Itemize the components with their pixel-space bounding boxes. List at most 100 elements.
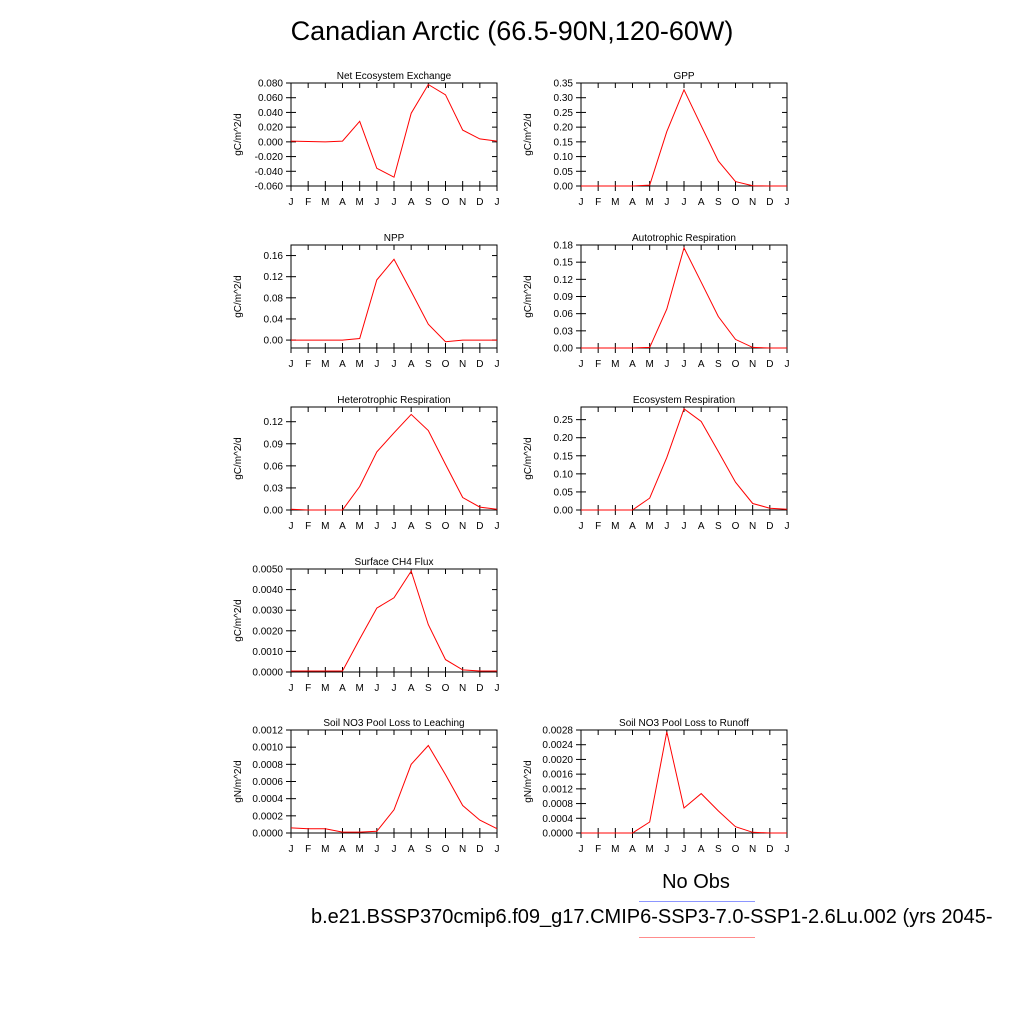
x-tick-label: J: [374, 844, 379, 855]
x-tick-label: D: [766, 197, 773, 208]
x-tick-label: N: [749, 844, 756, 855]
x-tick-label: O: [732, 844, 740, 855]
x-tick-label: J: [495, 359, 500, 370]
y-tick-label: 0.0000: [542, 829, 573, 840]
y-tick-label: 0.09: [554, 292, 574, 303]
x-tick-label: D: [766, 844, 773, 855]
x-tick-label: S: [715, 197, 722, 208]
x-tick-label: J: [495, 197, 500, 208]
chart-title: Surface CH4 Flux: [355, 557, 434, 568]
y-tick-label: 0.03: [264, 483, 284, 494]
data-line: [291, 258, 497, 343]
x-tick-label: M: [321, 683, 329, 694]
x-tick-label: J: [289, 197, 294, 208]
x-tick-label: D: [766, 521, 773, 532]
x-tick-label: D: [476, 521, 483, 532]
y-tick-label: 0.16: [264, 251, 284, 262]
x-tick-label: J: [374, 359, 379, 370]
chart-title: Soil NO3 Pool Loss to Leaching: [323, 718, 464, 729]
x-tick-label: J: [289, 683, 294, 694]
y-tick-label: 0.10: [554, 152, 574, 163]
x-tick-label: J: [664, 844, 669, 855]
x-tick-label: N: [749, 359, 756, 370]
x-tick-label: J: [785, 359, 790, 370]
y-axis-label: gC/m^2/d: [523, 437, 534, 480]
y-tick-label: 0.060: [258, 93, 283, 104]
x-tick-label: J: [374, 683, 379, 694]
data-line: [581, 88, 787, 187]
x-tick-label: A: [698, 844, 705, 855]
y-tick-label: 0.020: [258, 123, 283, 134]
y-axis-label: gC/m^2/d: [233, 599, 244, 642]
y-tick-label: 0.0010: [252, 647, 283, 658]
x-tick-label: M: [355, 683, 363, 694]
x-tick-label: J: [664, 359, 669, 370]
x-tick-label: M: [611, 521, 619, 532]
y-tick-label: 0.00: [554, 182, 574, 193]
y-tick-label: 0.0012: [252, 726, 283, 737]
y-tick-label: 0.0028: [542, 726, 573, 737]
x-tick-label: S: [715, 844, 722, 855]
x-tick-label: J: [392, 683, 397, 694]
x-tick-label: J: [495, 521, 500, 532]
data-line: [290, 744, 498, 833]
x-tick-label: M: [321, 197, 329, 208]
y-tick-label: 0.0020: [542, 755, 573, 766]
plot-frame: [290, 244, 498, 349]
y-tick-label: 0.0010: [252, 743, 283, 754]
x-tick-label: N: [459, 683, 466, 694]
y-tick-label: 0.0004: [252, 794, 283, 805]
x-tick-label: A: [339, 521, 346, 532]
x-tick-label: D: [476, 197, 483, 208]
x-tick-label: A: [629, 844, 636, 855]
x-tick-label: A: [408, 683, 415, 694]
data-line: [581, 246, 787, 349]
legend-obs-label: No Obs: [662, 871, 730, 893]
y-tick-label: 0.12: [264, 417, 284, 428]
x-tick-label: J: [495, 683, 500, 694]
x-tick-label: A: [408, 844, 415, 855]
x-tick-label: M: [355, 197, 363, 208]
y-tick-label: 0.30: [554, 93, 574, 104]
chart-title: Soil NO3 Pool Loss to Runoff: [619, 718, 749, 729]
y-axis-label: gN/m^2/d: [233, 760, 244, 803]
y-axis-label: gN/m^2/d: [523, 760, 534, 803]
x-tick-label: O: [732, 359, 740, 370]
data-line: [291, 569, 497, 672]
y-tick-label: 0.06: [264, 461, 284, 472]
x-tick-label: O: [442, 844, 450, 855]
y-tick-label: 0.0050: [252, 565, 283, 576]
plot-frame: [290, 568, 498, 673]
y-tick-label: 0.06: [554, 309, 574, 320]
y-tick-label: 0.10: [554, 469, 574, 480]
y-tick-label: 0.0000: [252, 829, 283, 840]
x-tick-label: A: [339, 683, 346, 694]
x-tick-label: M: [355, 844, 363, 855]
plot-frame: [290, 729, 498, 834]
legend-model-line: [639, 937, 755, 938]
x-tick-label: N: [459, 359, 466, 370]
x-tick-label: J: [682, 521, 687, 532]
y-tick-label: 0.15: [554, 258, 574, 269]
y-tick-label: 0.0006: [252, 777, 283, 788]
plot-frame: [290, 406, 498, 511]
x-tick-label: J: [785, 197, 790, 208]
x-tick-label: J: [289, 521, 294, 532]
x-tick-label: J: [579, 521, 584, 532]
y-tick-label: 0.00: [264, 506, 284, 517]
y-tick-label: 0.18: [554, 241, 574, 252]
x-tick-label: J: [392, 521, 397, 532]
y-tick-label: 0.0012: [542, 784, 573, 795]
x-tick-label: F: [595, 521, 601, 532]
x-tick-label: A: [339, 197, 346, 208]
x-tick-label: M: [611, 197, 619, 208]
y-tick-label: 0.0016: [542, 770, 573, 781]
y-tick-label: 0.12: [554, 275, 574, 286]
x-tick-label: N: [749, 521, 756, 532]
